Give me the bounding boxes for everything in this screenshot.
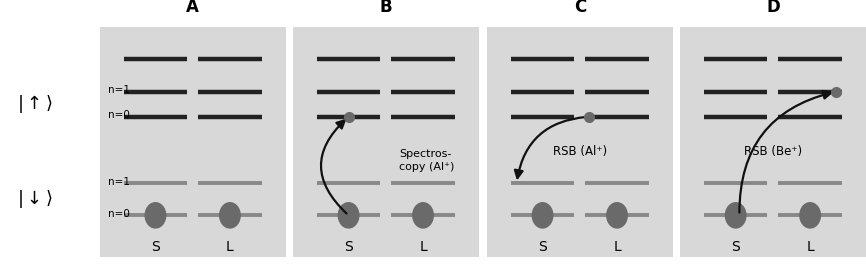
Text: L: L: [806, 241, 814, 254]
Circle shape: [726, 203, 746, 228]
Circle shape: [339, 203, 359, 228]
Text: S: S: [344, 241, 353, 254]
Text: B: B: [379, 0, 392, 16]
Text: C: C: [573, 0, 586, 16]
Text: L: L: [226, 241, 234, 254]
Text: L: L: [419, 241, 427, 254]
Text: n=1: n=1: [108, 85, 130, 95]
Text: S: S: [731, 241, 740, 254]
Text: n=0: n=0: [108, 110, 130, 120]
Text: Spectros-
copy (Al⁺): Spectros- copy (Al⁺): [399, 149, 454, 172]
Text: $|\uparrow\rangle$: $|\uparrow\rangle$: [16, 93, 53, 115]
Circle shape: [533, 203, 553, 228]
Text: L: L: [613, 241, 621, 254]
Text: n=0: n=0: [108, 209, 130, 219]
Circle shape: [145, 203, 165, 228]
Text: D: D: [766, 0, 779, 16]
Circle shape: [413, 203, 433, 228]
Text: A: A: [186, 0, 199, 16]
Text: $|\downarrow\rangle$: $|\downarrow\rangle$: [16, 188, 53, 210]
Text: n=1: n=1: [108, 177, 130, 187]
Circle shape: [800, 203, 820, 228]
Circle shape: [220, 203, 240, 228]
Text: RSB (Al⁺): RSB (Al⁺): [553, 145, 607, 158]
Text: S: S: [151, 241, 160, 254]
Text: RSB (Be⁺): RSB (Be⁺): [744, 145, 802, 158]
Text: S: S: [538, 241, 547, 254]
Circle shape: [607, 203, 627, 228]
